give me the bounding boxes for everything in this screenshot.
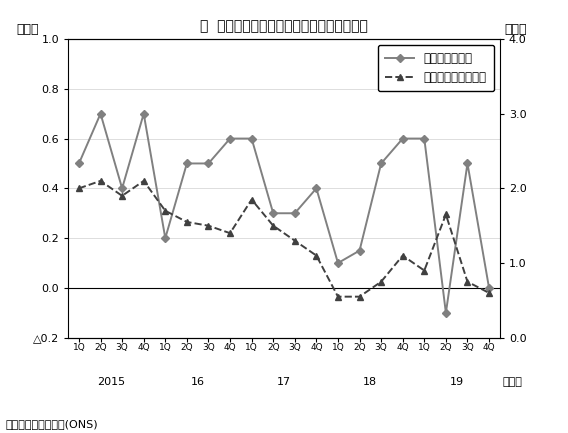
前年同期比（右軸） [421,268,428,273]
Text: （％）: （％） [504,23,527,36]
前年同期比（右軸） [119,193,126,198]
前年同期比（右軸） [399,253,406,258]
前期比（左軸） [486,285,492,291]
前年同期比（右軸） [486,290,492,295]
Legend: 前期比（左軸）, 前年同期比（右軸）: 前期比（左軸）, 前年同期比（右軸） [378,45,494,91]
前期比（左軸） [335,260,341,265]
前年同期比（右軸） [205,223,212,228]
前期比（左軸） [183,161,190,166]
前年同期比（右軸） [76,186,82,191]
前年同期比（右軸） [313,253,320,258]
前期比（左軸） [227,136,233,141]
Line: 前年同期比（右軸）: 前年同期比（右軸） [76,178,492,300]
前期比（左軸） [119,186,126,191]
前年同期比（右軸） [464,279,471,284]
前期比（左軸） [76,161,82,166]
前年同期比（右軸） [140,178,147,184]
Text: （％）: （％） [16,23,39,36]
前期比（左軸） [421,136,428,141]
Text: 18: 18 [364,377,377,387]
前年同期比（右軸） [183,220,190,225]
前期比（左軸） [291,211,298,216]
Text: 2015: 2015 [97,377,126,387]
前年同期比（右軸） [227,230,233,236]
前年同期比（右軸） [442,212,449,217]
Text: 17: 17 [277,377,291,387]
前年同期比（右軸） [270,223,277,228]
前期比（左軸） [140,111,147,116]
前期比（左軸） [270,211,277,216]
前年同期比（右軸） [162,208,169,213]
前期比（左軸） [378,161,385,166]
Line: 前期比（左軸）: 前期比（左軸） [76,111,492,316]
前年同期比（右軸） [97,178,104,184]
Text: （出所）国民統計局(ONS): （出所）国民統計局(ONS) [6,419,98,429]
Text: （年）: （年） [503,377,523,387]
前期比（左軸） [205,161,212,166]
前期比（左軸） [313,186,320,191]
前期比（左軸） [97,111,104,116]
Text: 19: 19 [450,377,463,387]
Text: 16: 16 [191,377,204,387]
前期比（左軸） [248,136,255,141]
前期比（左軸） [464,161,471,166]
前年同期比（右軸） [356,294,363,299]
前期比（左軸） [442,310,449,315]
前年同期比（右軸） [335,294,341,299]
前年同期比（右軸） [248,197,255,202]
前期比（左軸） [356,248,363,253]
前年同期比（右軸） [291,238,298,243]
前期比（左軸） [162,236,169,241]
前年同期比（右軸） [378,279,385,284]
前期比（左軸） [399,136,406,141]
Title: 図  英国の四半期別実質ＧＤＰ成長率の推移: 図 英国の四半期別実質ＧＤＰ成長率の推移 [200,19,368,34]
